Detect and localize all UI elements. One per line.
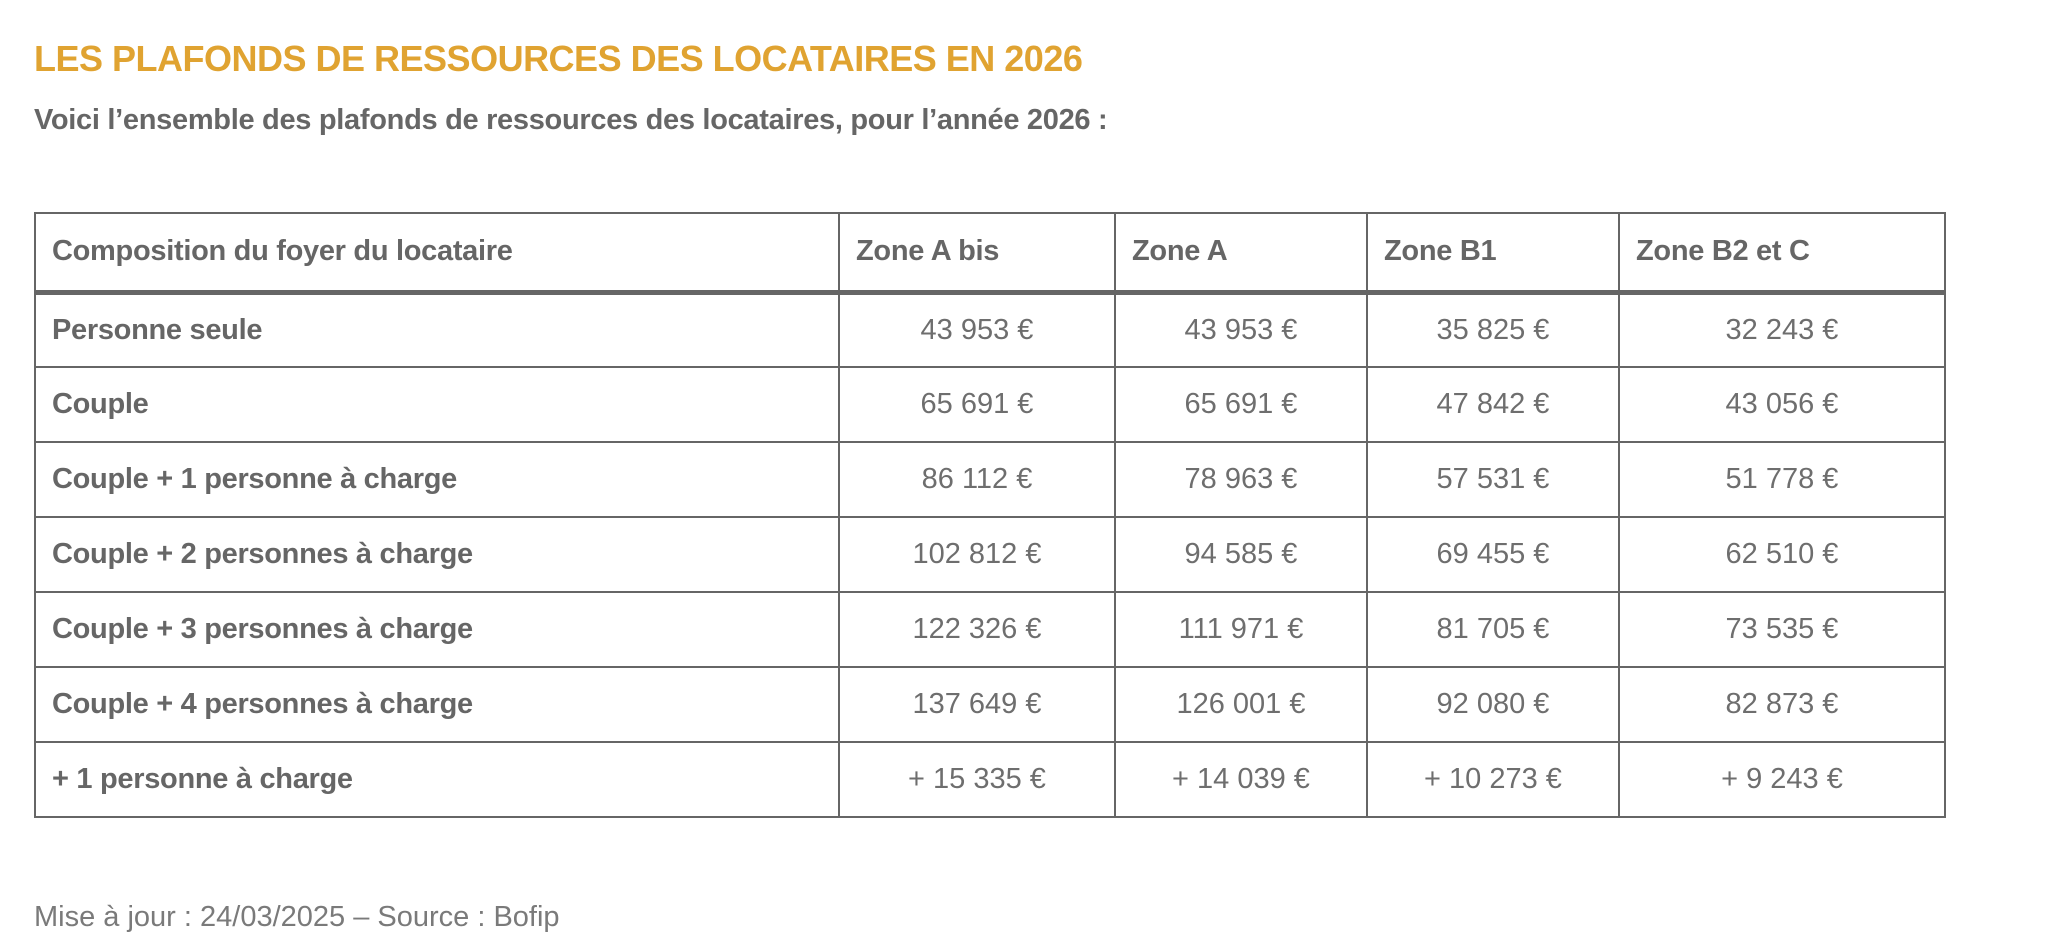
header-composition: Composition du foyer du locataire [34, 212, 840, 295]
cell-zone-b2-c: 43 056 € [1618, 366, 1946, 443]
header-zone-b1: Zone B1 [1366, 212, 1620, 295]
cell-zone-b2-c: 73 535 € [1618, 591, 1946, 668]
cell-zone-b1: 69 455 € [1366, 516, 1620, 593]
cell-zone-a-bis: 43 953 € [838, 291, 1116, 368]
table-header-row: Composition du foyer du locataire Zone A… [34, 212, 1946, 295]
cell-zone-a: 126 001 € [1114, 666, 1368, 743]
cell-zone-b2-c: + 9 243 € [1618, 741, 1946, 818]
cell-zone-b1: 92 080 € [1366, 666, 1620, 743]
cell-zone-b1: + 10 273 € [1366, 741, 1620, 818]
intro-text: Voici l’ensemble des plafonds de ressour… [34, 104, 1108, 136]
cell-zone-b1: 47 842 € [1366, 366, 1620, 443]
cell-zone-b2-c: 51 778 € [1618, 441, 1946, 518]
cell-zone-a-bis: 65 691 € [838, 366, 1116, 443]
table-row: Personne seule 43 953 € 43 953 € 35 825 … [34, 291, 1946, 368]
cell-zone-b1: 81 705 € [1366, 591, 1620, 668]
row-label: Personne seule [34, 291, 840, 368]
table-row: Couple 65 691 € 65 691 € 47 842 € 43 056… [34, 366, 1946, 443]
row-label: Couple + 1 personne à charge [34, 441, 840, 518]
cell-zone-b2-c: 32 243 € [1618, 291, 1946, 368]
header-zone-b2-c: Zone B2 et C [1618, 212, 1946, 295]
table-row: Couple + 2 personnes à charge 102 812 € … [34, 516, 1946, 593]
table-row: Couple + 1 personne à charge 86 112 € 78… [34, 441, 1946, 518]
cell-zone-b2-c: 82 873 € [1618, 666, 1946, 743]
header-zone-a: Zone A [1114, 212, 1368, 295]
update-source-note: Mise à jour : 24/03/2025 – Source : Bofi… [34, 901, 560, 933]
page-title: LES PLAFONDS DE RESSOURCES DES LOCATAIRE… [34, 38, 1083, 79]
cell-zone-a-bis: 86 112 € [838, 441, 1116, 518]
cell-zone-a: 43 953 € [1114, 291, 1368, 368]
cell-zone-a: 111 971 € [1114, 591, 1368, 668]
row-label: + 1 personne à charge [34, 741, 840, 818]
cell-zone-b1: 57 531 € [1366, 441, 1620, 518]
cell-zone-a-bis: 102 812 € [838, 516, 1116, 593]
row-label: Couple [34, 366, 840, 443]
cell-zone-a: 94 585 € [1114, 516, 1368, 593]
row-label: Couple + 2 personnes à charge [34, 516, 840, 593]
cell-zone-a-bis: + 15 335 € [838, 741, 1116, 818]
plafonds-table: Composition du foyer du locataire Zone A… [34, 212, 1946, 818]
row-label: Couple + 3 personnes à charge [34, 591, 840, 668]
cell-zone-a-bis: 137 649 € [838, 666, 1116, 743]
cell-zone-a-bis: 122 326 € [838, 591, 1116, 668]
cell-zone-b2-c: 62 510 € [1618, 516, 1946, 593]
cell-zone-a: 78 963 € [1114, 441, 1368, 518]
row-label: Couple + 4 personnes à charge [34, 666, 840, 743]
table-row: Couple + 3 personnes à charge 122 326 € … [34, 591, 1946, 668]
header-zone-a-bis: Zone A bis [838, 212, 1116, 295]
cell-zone-b1: 35 825 € [1366, 291, 1620, 368]
cell-zone-a: 65 691 € [1114, 366, 1368, 443]
cell-zone-a: + 14 039 € [1114, 741, 1368, 818]
table-row: Couple + 4 personnes à charge 137 649 € … [34, 666, 1946, 743]
table-row: + 1 personne à charge + 15 335 € + 14 03… [34, 741, 1946, 818]
